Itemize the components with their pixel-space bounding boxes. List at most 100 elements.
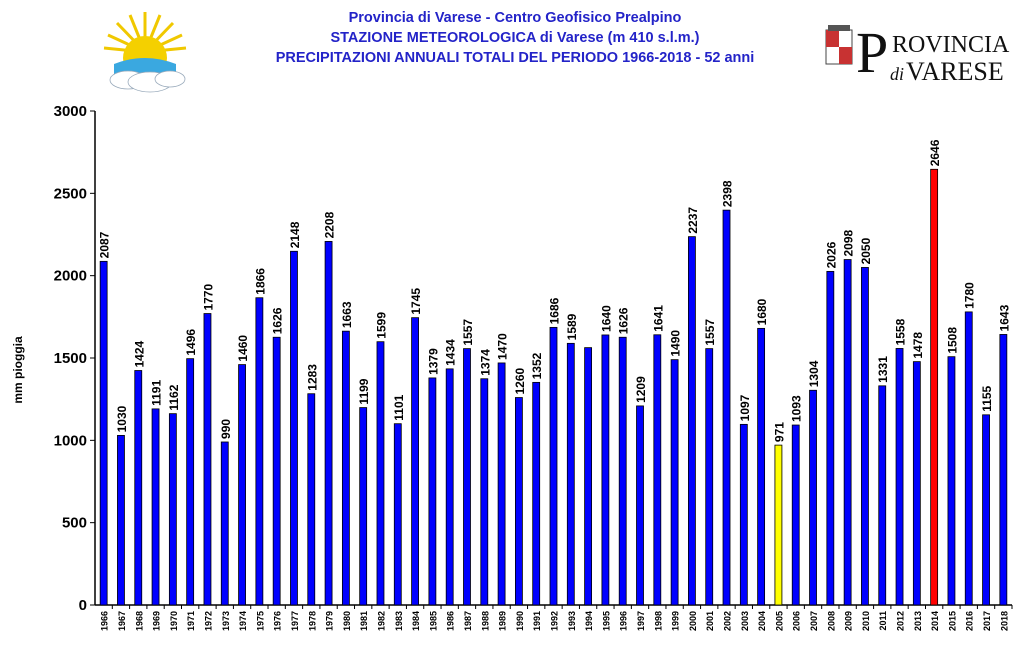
x-tick-label-1976: 1976 <box>273 611 283 631</box>
x-tick-label-2014: 2014 <box>930 611 940 631</box>
x-tick-label-1992: 1992 <box>550 611 560 631</box>
bar-2003 <box>739 423 748 606</box>
bar-1996 <box>618 336 627 606</box>
value-label-1981: 1199 <box>357 378 371 404</box>
value-label-2005: 971 <box>772 422 786 442</box>
bar-1968 <box>134 370 143 606</box>
value-label-1975: 1866 <box>253 268 267 295</box>
value-label-2018: 1643 <box>997 304 1011 331</box>
x-tick-label-2001: 2001 <box>705 611 715 631</box>
x-tick-label-2012: 2012 <box>896 611 906 631</box>
geophysical-center-logo <box>103 12 187 93</box>
coat-of-arms-icon <box>825 25 853 65</box>
value-label-1983: 1101 <box>392 394 406 420</box>
value-label-1974: 1460 <box>236 335 250 362</box>
bar-2006 <box>791 424 800 606</box>
bar-1990 <box>514 397 523 606</box>
value-label-1988: 1374 <box>478 349 492 376</box>
y-tick-label: 3000 <box>54 103 87 120</box>
bar-1998 <box>653 334 662 606</box>
value-label-1976: 1626 <box>271 307 285 334</box>
value-label-1986: 1434 <box>444 339 458 366</box>
bar-1979 <box>324 241 333 606</box>
bar-1992 <box>549 326 558 606</box>
bar-1988 <box>480 378 489 606</box>
x-tick-label-1993: 1993 <box>567 611 577 631</box>
x-tick-label-2003: 2003 <box>740 611 750 631</box>
x-tick-label-1979: 1979 <box>325 611 335 631</box>
bar-1981 <box>359 407 368 606</box>
x-tick-label-1982: 1982 <box>376 611 386 631</box>
bar-1989 <box>497 362 506 606</box>
value-label-2008: 2026 <box>824 241 838 268</box>
x-tick-label-1999: 1999 <box>671 611 681 631</box>
value-label-2004: 1680 <box>755 298 769 325</box>
bar-1997 <box>636 405 644 606</box>
bar-1991 <box>532 381 541 606</box>
y-tick-label: 500 <box>62 515 87 532</box>
y-tick-label: 1500 <box>54 350 87 367</box>
bar-1993 <box>566 342 575 606</box>
bar-1995 <box>601 334 610 606</box>
cloud-icon <box>109 70 186 93</box>
bar-1999 <box>670 359 679 606</box>
value-label-1995: 1640 <box>599 305 613 332</box>
provincia-di-varese-logo: P ROVINCIA di VARESE <box>825 22 1010 86</box>
x-tick-label-1986: 1986 <box>446 611 456 631</box>
x-tick-label-1991: 1991 <box>532 611 542 631</box>
value-label-1990: 1260 <box>513 367 527 394</box>
y-tick-label: 2500 <box>54 185 87 202</box>
x-tick-label-1975: 1975 <box>255 611 265 631</box>
value-label-1985: 1379 <box>426 348 440 375</box>
x-tick-label-1995: 1995 <box>601 611 611 631</box>
x-tick-label-2016: 2016 <box>965 611 975 631</box>
value-label-1989: 1470 <box>496 333 510 360</box>
bar-2007 <box>809 389 817 606</box>
x-tick-label-2009: 2009 <box>844 611 854 631</box>
bar-2000 <box>688 236 696 606</box>
x-tick-label-2007: 2007 <box>809 611 819 631</box>
x-tick-label-1978: 1978 <box>307 611 317 631</box>
x-tick-label-2018: 2018 <box>999 611 1009 631</box>
logo-varese: VARESE <box>906 57 1004 86</box>
x-tick-label-2005: 2005 <box>774 611 784 631</box>
bar-2015 <box>947 356 956 606</box>
bar-1994 <box>584 347 593 606</box>
bar-1980 <box>341 330 350 606</box>
x-tick-label-1989: 1989 <box>498 611 508 631</box>
value-label-1977: 2148 <box>288 221 302 248</box>
x-tick-label-1998: 1998 <box>653 611 663 631</box>
x-tick-label-1971: 1971 <box>186 611 196 631</box>
x-tick-label-1985: 1985 <box>428 611 438 631</box>
chart-header: Provincia di Varese - Centro Geofisico P… <box>200 8 830 68</box>
bar-2012 <box>895 348 904 606</box>
x-tick-label-1980: 1980 <box>342 611 352 631</box>
value-label-2013: 1478 <box>911 332 925 359</box>
value-label-1973: 990 <box>219 419 233 439</box>
x-tick-label-1981: 1981 <box>359 611 369 631</box>
value-label-2016: 1780 <box>963 282 977 309</box>
y-axis-title: mm pioggia <box>11 336 25 404</box>
bar-2005 <box>774 444 783 606</box>
x-tick-label-2010: 2010 <box>861 611 871 631</box>
x-tick-label-1997: 1997 <box>636 611 646 631</box>
x-tick-label-1990: 1990 <box>515 611 525 631</box>
x-tick-label-1983: 1983 <box>394 611 404 631</box>
bar-1978 <box>307 393 316 606</box>
header-line-3: PRECIPITAZIONI ANNUALI TOTALI DEL PERIOD… <box>275 50 755 66</box>
header-line-2: STAZIONE METEOROLOGICA di Varese (m 410 … <box>330 30 700 46</box>
value-label-2002: 2398 <box>721 180 735 207</box>
x-tick-label-1987: 1987 <box>463 611 473 631</box>
x-tick-label-1996: 1996 <box>619 611 629 631</box>
logo-big-p: P <box>856 22 888 85</box>
x-tick-label-2000: 2000 <box>688 611 698 631</box>
value-label-1997: 1209 <box>634 376 648 403</box>
bar-2014 <box>930 168 939 606</box>
bar-2001 <box>705 348 714 606</box>
x-tick-label-1984: 1984 <box>411 611 421 631</box>
value-label-1979: 2208 <box>323 211 337 238</box>
x-tick-label-2013: 2013 <box>913 611 923 631</box>
bar-1984 <box>411 317 419 606</box>
value-label-1969: 1191 <box>150 380 164 406</box>
value-label-1970: 1162 <box>167 384 181 410</box>
